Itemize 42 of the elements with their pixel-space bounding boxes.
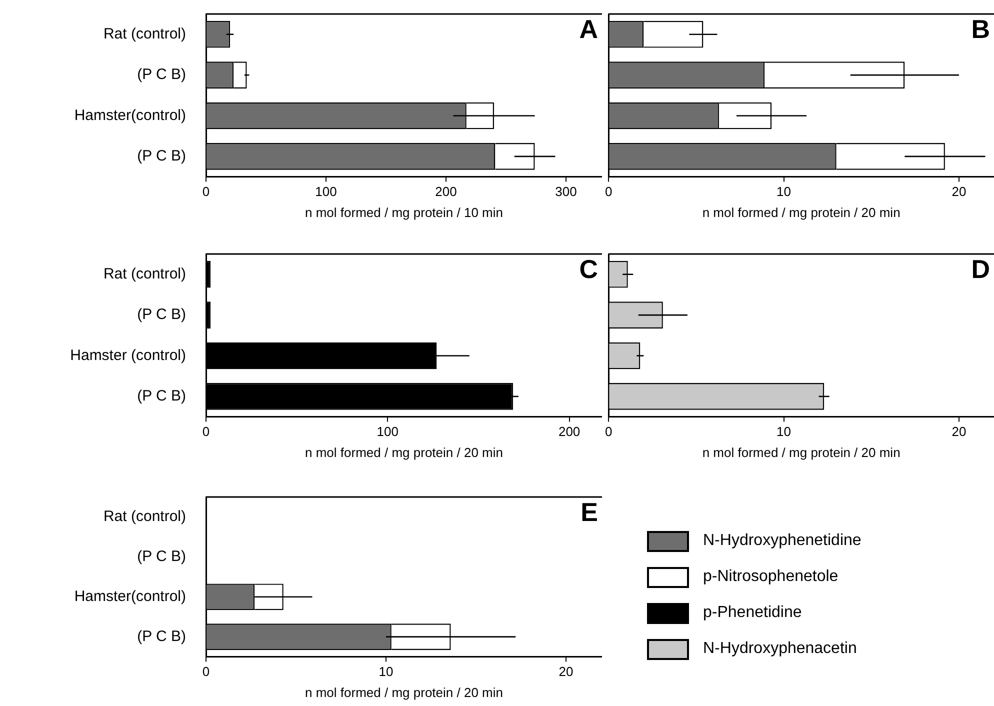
x-axis-title: n mol formed / mg protein / 20 min	[702, 204, 900, 220]
chart-title: E	[580, 497, 598, 528]
y-tick-label: Rat (control)	[103, 265, 186, 282]
x-tick-label: 20	[558, 664, 574, 680]
y-tick-label: Rat (control)	[103, 508, 186, 526]
text: p-Nitrosophenetole	[703, 568, 838, 586]
x-axis-title: n mol formed / mg protein / 10 min	[305, 204, 503, 220]
x-axis-title: n mol formed / mg protein / 20 min	[702, 444, 900, 460]
y-tick-label: Rat (control)	[103, 25, 186, 42]
y-tick-label: Hamster(control)	[74, 106, 186, 124]
x-tick-label: 0	[202, 184, 210, 200]
y-tick-label: (P C B)	[137, 628, 186, 645]
x-axis-title: n mol formed / mg protein / 20 min	[305, 684, 503, 700]
legend-label: N-Hydroxyphenacetin	[703, 640, 857, 658]
y-tick-label: Hamster (control)	[70, 346, 186, 364]
x-tick-label: 300	[555, 184, 577, 200]
x-tick-label: 100	[315, 184, 337, 200]
legend-label: N-Hydroxyphenetidine	[703, 532, 862, 550]
x-tick-label: 0	[605, 424, 612, 440]
x-axis-title: n mol formed / mg protein / 20 min	[305, 444, 503, 460]
x-tick-label: 0	[605, 184, 612, 200]
x-tick-label: 10	[378, 664, 394, 680]
y-tick-label: (P C B)	[137, 306, 186, 324]
x-tick-label: 0	[202, 664, 210, 680]
y-tick-label: (P C B)	[137, 66, 186, 84]
y-tick-label: (P C B)	[137, 388, 186, 405]
y-tick-label: (P C B)	[137, 148, 186, 165]
legend-label: p-Phenetidine	[703, 604, 802, 622]
x-tick-label: 20	[952, 184, 966, 200]
x-tick-label: 100	[376, 424, 399, 440]
chart-title: A	[579, 14, 598, 44]
y-tick-label: Hamster(control)	[74, 588, 186, 606]
y-tick-label: (P C B)	[137, 548, 186, 566]
x-tick-label: 200	[558, 424, 580, 440]
x-tick-label: 10	[776, 424, 792, 440]
x-tick-label: 0	[202, 424, 210, 440]
x-tick-label: 20	[952, 424, 966, 440]
x-tick-label: 10	[776, 184, 792, 200]
chart-title: D	[971, 254, 990, 284]
chart-title: C	[579, 254, 598, 284]
x-tick-label: 200	[435, 184, 457, 200]
chart-title: B	[971, 14, 990, 44]
